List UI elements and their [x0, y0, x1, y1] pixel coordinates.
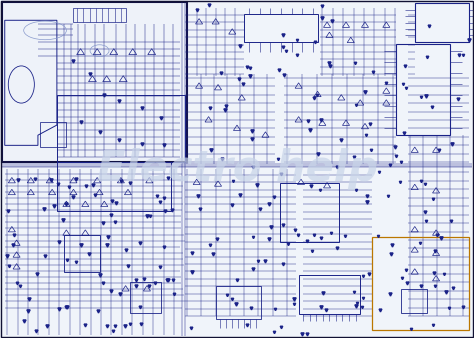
Bar [57, 162, 171, 211]
Bar [216, 286, 261, 319]
Bar [40, 122, 66, 147]
Bar [396, 44, 450, 135]
Bar [57, 95, 185, 162]
Bar [64, 235, 100, 272]
Bar [280, 183, 339, 242]
Bar [415, 3, 469, 42]
Bar [372, 237, 469, 330]
Bar [244, 14, 318, 42]
Bar [299, 275, 360, 314]
Text: Electro help: Electro help [97, 148, 377, 190]
Bar [2, 2, 187, 162]
Bar [401, 289, 427, 313]
Bar [130, 282, 161, 313]
Bar [73, 8, 126, 22]
